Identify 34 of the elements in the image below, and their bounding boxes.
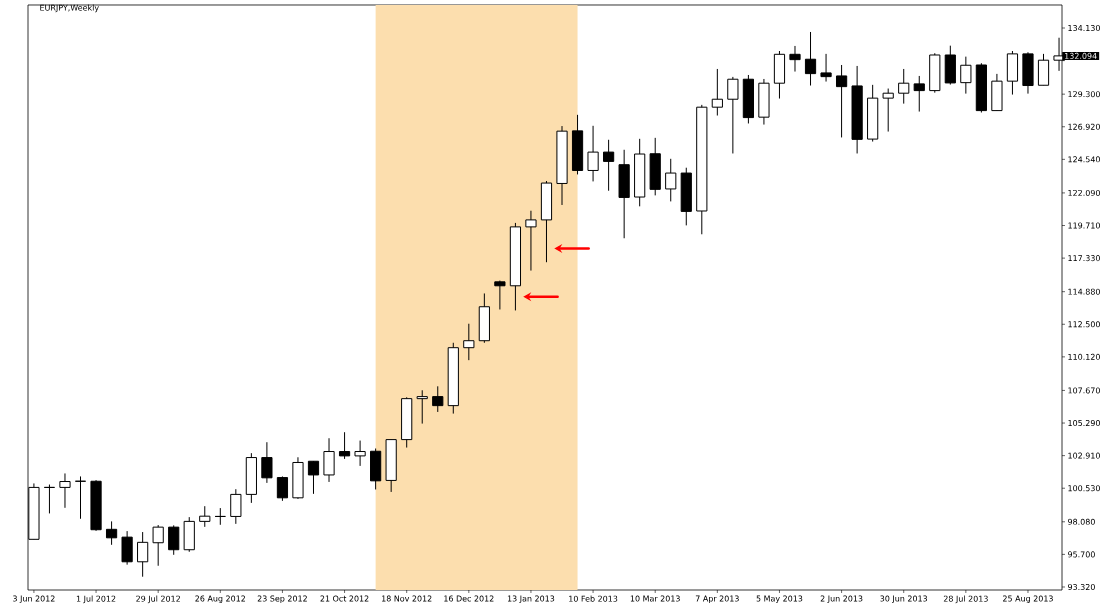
candlestick xyxy=(882,88,894,133)
candlestick xyxy=(137,531,149,578)
candlestick xyxy=(789,45,801,73)
candlestick xyxy=(494,280,506,310)
candlestick xyxy=(338,431,351,460)
candlestick xyxy=(804,31,817,87)
candlestick xyxy=(152,524,164,567)
candlestick xyxy=(835,64,848,138)
candlestick xyxy=(105,520,118,546)
candlestick xyxy=(261,441,273,484)
candlestick xyxy=(74,475,87,520)
candlestick xyxy=(59,472,71,509)
candlestick xyxy=(43,484,56,514)
candlestick xyxy=(276,475,289,502)
candlestick xyxy=(432,385,444,413)
candlestick xyxy=(711,68,723,117)
candlestick xyxy=(354,440,366,467)
candlestick xyxy=(323,437,335,483)
candlestick xyxy=(587,125,599,182)
candlestick xyxy=(913,75,925,113)
candlestick xyxy=(416,389,428,425)
candlestick xyxy=(168,524,180,556)
candlestick xyxy=(230,488,242,525)
candlestick xyxy=(820,53,832,83)
candlestick xyxy=(665,158,677,202)
candlestick xyxy=(307,460,320,495)
candlestick xyxy=(463,323,475,361)
candlestick xyxy=(214,507,226,526)
candlestick xyxy=(960,56,972,95)
candlestick xyxy=(199,505,211,528)
candlestick xyxy=(525,210,537,272)
candlestick xyxy=(727,76,739,154)
candlestick xyxy=(603,139,615,192)
candlestick xyxy=(898,68,910,105)
